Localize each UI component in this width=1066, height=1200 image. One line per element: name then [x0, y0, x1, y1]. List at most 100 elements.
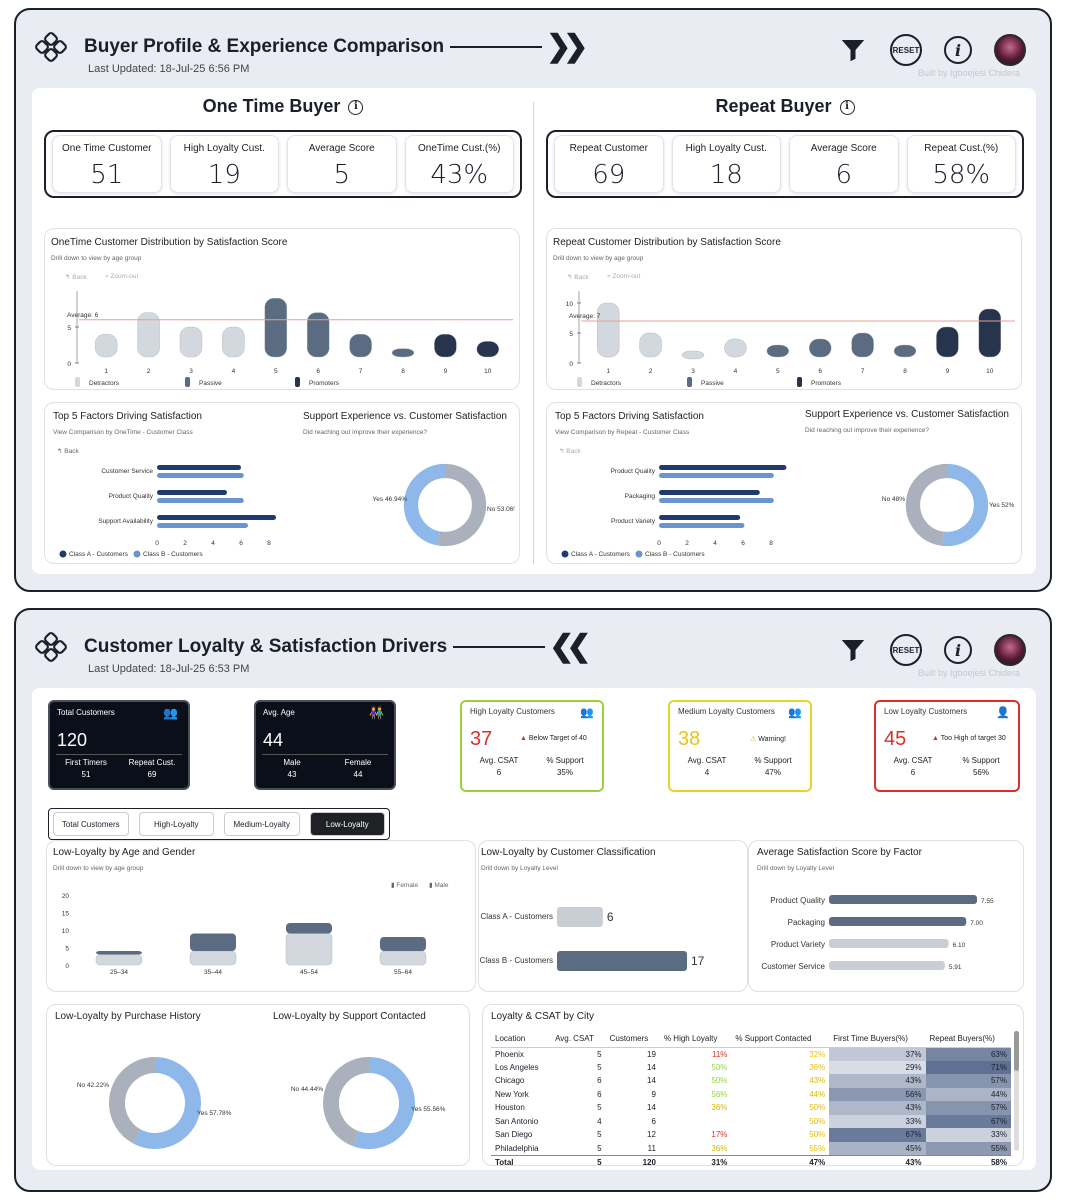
repeat-heading: Repeat Buyer i — [534, 96, 1036, 117]
one-time-kpis: One Time Customer 51 High Loyalty Cust. 19… — [44, 130, 522, 198]
x-tick-label: 10 — [986, 368, 994, 375]
chevron-right-icon[interactable]: ❯❯ — [546, 30, 588, 63]
table-row[interactable]: New York 6 9 56% 44% 56% 44% — [491, 1087, 1011, 1101]
sub-value: 6 — [496, 768, 502, 777]
column-header[interactable]: Repeat Buyers(%) — [925, 1031, 1011, 1048]
bar-female — [285, 933, 333, 966]
reset-button[interactable]: RESET — [890, 34, 922, 66]
table-cell: 67% — [829, 1128, 926, 1142]
column-header[interactable]: First Time Buyers(%) — [829, 1031, 926, 1048]
one-time-distribution-card: OneTime Customer Distribution by Satisfa… — [44, 228, 520, 390]
table-row[interactable]: Chicago 6 14 50% 43% 43% 57% — [491, 1074, 1011, 1088]
back-label: Back — [72, 274, 87, 281]
tab-low-loyalty[interactable]: Low-Loyalty — [309, 812, 385, 836]
one-time-heading: One Time Buyer i — [32, 96, 534, 117]
age-gender-card: Low-Loyalty by Age and Gender Drill down… — [46, 840, 476, 992]
bar — [829, 895, 977, 904]
scrollbar[interactable] — [1014, 1031, 1019, 1151]
bar-class-b — [157, 473, 244, 478]
table-row[interactable]: Los Angeles 5 14 50% 36% 29% 71% — [491, 1060, 1011, 1074]
bar-class-b — [157, 523, 248, 528]
column-header[interactable]: Location — [491, 1031, 552, 1048]
x-tick-label: 6 — [741, 540, 745, 547]
card-title: Low Loyalty Customers — [884, 707, 968, 716]
back-button[interactable]: ↰ Back — [567, 274, 589, 281]
filter-icon[interactable] — [838, 635, 868, 665]
x-tick-label: 4 — [713, 540, 717, 547]
purchase-support-card: Low-Loyalty by Purchase History Low-Loya… — [46, 1004, 470, 1166]
kpi-label: High Loyalty Cust. — [183, 143, 265, 154]
top-header: Buyer Profile & Experience Comparison ❯❯ — [34, 30, 588, 63]
back-button[interactable]: ↰ Back — [559, 448, 581, 455]
repeat-distribution-chart: 0 5 10 1 2 3 4 5 6 7 8 9 10 Average: 7 Detractors Passi… — [566, 291, 1015, 387]
y-tick-label: 5 — [569, 331, 573, 338]
table-cell: 11 — [647, 1143, 656, 1153]
card-title: Top 5 Factors Driving Satisfaction — [53, 411, 202, 422]
column-header[interactable]: % Support Contacted — [731, 1031, 830, 1048]
legend-label: Class B - Customers — [143, 551, 203, 558]
avatar[interactable] — [994, 634, 1026, 666]
bar-class-a — [659, 515, 741, 520]
x-tick-label: 2 — [685, 540, 689, 547]
last-updated: Last Updated: 18-Jul-25 6:56 PM — [88, 63, 250, 75]
column-header[interactable]: Avg. CSAT — [551, 1031, 606, 1048]
city-table: Location Avg. CSAT Customers% High Loyalty… — [491, 1031, 1011, 1165]
slice-label-no: No 53.06% — [487, 506, 515, 513]
table-cell: 19 — [647, 1049, 656, 1059]
sub-value: 51 — [81, 770, 91, 779]
table-row[interactable]: Houston 5 14 36% 50% 43% 57% — [491, 1101, 1011, 1115]
filter-icon[interactable] — [838, 35, 868, 65]
info-icon[interactable]: i — [348, 99, 364, 115]
slice-yes — [403, 463, 446, 546]
divider — [262, 754, 388, 755]
avatar[interactable] — [994, 34, 1026, 66]
scrollbar-thumb[interactable] — [1014, 1031, 1019, 1071]
category-label: Class B - Customers — [480, 956, 553, 965]
logo-icon — [35, 632, 67, 662]
one-time-heading-text: One Time Buyer — [202, 96, 341, 116]
table-row[interactable]: San Antonio 4 6 50% 33% 67% — [491, 1114, 1011, 1128]
x-tick-label: 6 — [316, 368, 320, 375]
group-icon: 👥 — [788, 707, 802, 719]
table-cell: 57% — [925, 1074, 1011, 1088]
table-row[interactable]: San Diego 5 12 17% 50% 67% 33% — [491, 1128, 1011, 1142]
table-cell: 14 — [647, 1076, 656, 1086]
table-cell: 5 — [597, 1049, 602, 1059]
kpi-repeat-customer: Repeat Customer 69 — [554, 135, 664, 193]
info-button[interactable]: i — [944, 36, 972, 64]
bar — [264, 298, 288, 358]
reset-button[interactable]: RESET — [890, 634, 922, 666]
x-tick-label: 35–44 — [204, 969, 222, 976]
table-row[interactable]: Philadelphia 5 11 36% 55% 45% 55% — [491, 1141, 1011, 1155]
zoom-out-button[interactable]: ⌕ Zoom-out — [105, 273, 139, 280]
bar — [681, 350, 705, 360]
table-row[interactable]: Phoenix 5 19 11% 32% 37% 63% — [491, 1047, 1011, 1061]
back-button[interactable]: ↰ Back — [65, 274, 87, 281]
legend-label: Female — [396, 882, 419, 889]
y-tick-label: 10 — [62, 928, 70, 935]
table-cell: Philadelphia — [495, 1143, 539, 1153]
zoom-out-button[interactable]: ⌕ Zoom-out — [607, 273, 641, 280]
warning-icon: ⚠ — [750, 736, 757, 743]
table-row[interactable]: Total 5 120 31% 47% 43% 58% — [491, 1154, 1011, 1165]
title-divider — [453, 646, 546, 648]
classification-card: Low-Loyalty by Customer Classification D… — [478, 840, 748, 992]
column-header[interactable]: Customers — [605, 1031, 660, 1048]
tab-high-loyalty[interactable]: High-Loyalty — [138, 812, 214, 836]
table-cell: 5 — [551, 1154, 606, 1165]
info-button[interactable]: i — [944, 636, 972, 664]
table-cell: 44% — [809, 1089, 826, 1099]
back-button[interactable]: ↰ Back — [57, 448, 79, 455]
legend-label: Class B - Customers — [645, 551, 705, 558]
card-value: 45 — [884, 728, 907, 750]
tab-medium-loyalty[interactable]: Medium-Loyalty — [224, 812, 300, 836]
sub-label: % Support — [546, 756, 584, 765]
table-cell: 29% — [829, 1060, 926, 1074]
column-header[interactable]: % High Loyalty — [659, 1031, 732, 1048]
bar — [597, 302, 620, 358]
chevron-left-icon[interactable]: ❮❮ — [549, 630, 591, 663]
average-label: Average: 6 — [67, 312, 99, 319]
kpi-value: 6 — [835, 160, 853, 190]
tab-total-customers[interactable]: Total Customers — [53, 812, 129, 836]
info-icon[interactable]: i — [839, 99, 855, 115]
